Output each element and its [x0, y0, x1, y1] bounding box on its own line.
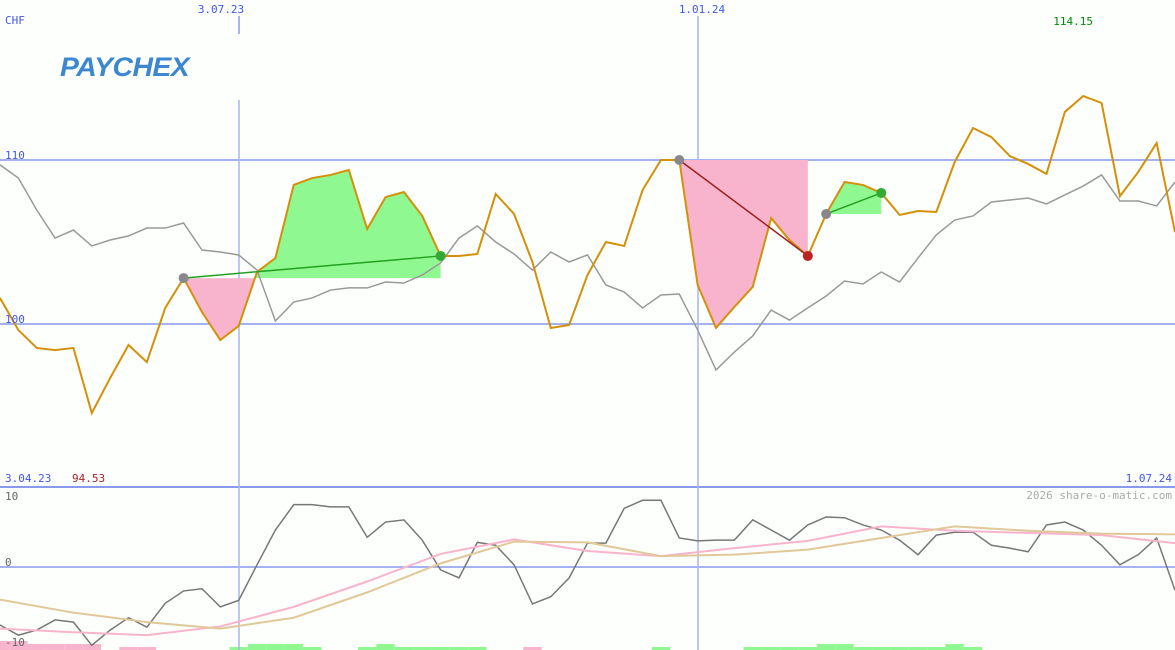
histogram-bar	[908, 647, 928, 650]
histogram-bar	[302, 647, 322, 650]
max-price-label: 114.15	[1053, 15, 1093, 28]
min-price-label: 94.53	[72, 472, 105, 485]
osc-y-tick-label: 10	[5, 490, 18, 503]
histogram-bar	[394, 647, 414, 650]
histogram-bar	[963, 647, 983, 650]
histogram-bar	[927, 647, 946, 650]
histogram-bar	[761, 647, 781, 650]
benchmark-line	[0, 164, 1175, 372]
histogram-bar	[137, 647, 157, 650]
x-tick-label-start: 3.04.23	[5, 472, 51, 485]
watermark: 2026 share-o-matic.com	[1026, 489, 1172, 502]
histogram-bar	[64, 644, 83, 650]
histogram-bar	[266, 644, 285, 650]
fast-average-line	[0, 525, 1175, 637]
osc-y-tick-label: -10	[5, 636, 25, 649]
trade-exit-dot	[876, 187, 887, 198]
trade-entry-dot	[674, 155, 685, 165]
histogram-bar	[890, 647, 909, 650]
trade-entry-dot	[821, 208, 832, 219]
x-tick-label: 1.01.24	[679, 3, 726, 16]
histogram-bar	[247, 644, 267, 650]
histogram-bar	[523, 647, 542, 650]
histogram-bar	[358, 647, 377, 650]
paychex-logo: PAYCHEX	[60, 52, 190, 82]
trade-exit-dot	[802, 250, 813, 261]
histogram-bar	[798, 647, 817, 650]
trade-line	[183, 255, 441, 279]
histogram-bar	[853, 647, 873, 650]
trade-loss-area	[183, 278, 441, 341]
histogram-bar	[9, 641, 28, 650]
histogram-bar	[0, 641, 10, 650]
trade-loss-area	[679, 160, 808, 328]
trade-line	[678, 159, 809, 257]
trade-exit-dot	[435, 250, 446, 261]
trade-gain-area	[826, 181, 882, 214]
histogram-bar	[468, 647, 487, 650]
histogram-bar	[816, 644, 836, 650]
histogram-bar	[27, 644, 46, 650]
trade-line	[825, 192, 882, 215]
currency-label: CHF	[5, 14, 25, 27]
y-tick-label: 100	[5, 313, 25, 326]
histogram-bar	[284, 644, 303, 650]
slow-average-line	[0, 525, 1175, 630]
price-line	[0, 94, 1175, 416]
histogram-bar	[651, 647, 671, 650]
x-tick-label: 3.07.23	[198, 3, 244, 16]
y-tick-label: 110	[5, 149, 25, 162]
histogram-bar	[835, 644, 854, 650]
histogram-bar	[780, 647, 799, 650]
histogram-bar	[45, 644, 65, 650]
histogram-bar	[945, 644, 964, 650]
histogram-bar	[449, 647, 469, 650]
histogram-bar	[743, 647, 762, 650]
histogram-bar	[376, 644, 395, 650]
histogram-bar	[119, 647, 138, 650]
histogram-bar	[413, 647, 432, 650]
histogram-bar	[82, 644, 101, 650]
trade-entry-dot	[178, 273, 189, 284]
histogram-bar	[431, 647, 450, 650]
oscillator-line	[0, 499, 1175, 647]
osc-y-tick-label: 0	[5, 556, 12, 569]
x-tick-label-end: 1.07.24	[1126, 472, 1173, 485]
trade-gain-area	[183, 170, 441, 279]
histogram-bar	[872, 647, 891, 650]
